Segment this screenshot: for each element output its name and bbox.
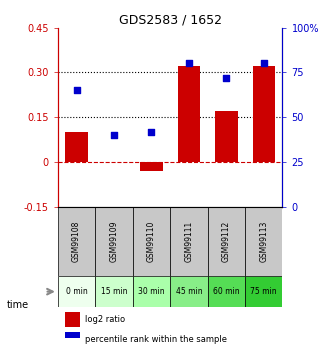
Bar <box>245 207 282 276</box>
Text: time: time <box>6 300 29 310</box>
Bar <box>245 276 282 307</box>
Bar <box>215 111 238 162</box>
Point <box>186 61 191 66</box>
Bar <box>65 332 80 345</box>
Bar <box>253 67 275 162</box>
Text: GSM99113: GSM99113 <box>259 221 268 262</box>
Text: 75 min: 75 min <box>250 287 277 296</box>
Bar <box>95 276 133 307</box>
Text: percentile rank within the sample: percentile rank within the sample <box>85 335 227 344</box>
Bar <box>170 207 208 276</box>
Text: log2 ratio: log2 ratio <box>85 315 125 324</box>
Bar <box>133 276 170 307</box>
Text: GSM99109: GSM99109 <box>109 221 118 262</box>
Text: 15 min: 15 min <box>101 287 127 296</box>
Text: 30 min: 30 min <box>138 287 165 296</box>
Point <box>111 132 117 138</box>
Point <box>74 88 79 93</box>
Bar <box>65 132 88 162</box>
Bar <box>170 276 208 307</box>
Text: 45 min: 45 min <box>176 287 202 296</box>
Bar <box>140 162 163 171</box>
Title: GDS2583 / 1652: GDS2583 / 1652 <box>119 13 221 27</box>
Point <box>224 75 229 81</box>
Text: GSM99110: GSM99110 <box>147 221 156 262</box>
Text: GSM99111: GSM99111 <box>184 221 193 262</box>
Text: GSM99108: GSM99108 <box>72 221 81 262</box>
Bar <box>58 207 95 276</box>
Text: 0 min: 0 min <box>65 287 87 296</box>
Text: GSM99112: GSM99112 <box>222 221 231 262</box>
Point <box>149 129 154 134</box>
Bar <box>65 312 80 327</box>
Point <box>261 61 266 66</box>
Bar <box>208 207 245 276</box>
Bar <box>208 276 245 307</box>
Bar <box>178 67 200 162</box>
Text: 60 min: 60 min <box>213 287 239 296</box>
Bar <box>133 207 170 276</box>
Bar <box>58 276 95 307</box>
Bar <box>95 207 133 276</box>
